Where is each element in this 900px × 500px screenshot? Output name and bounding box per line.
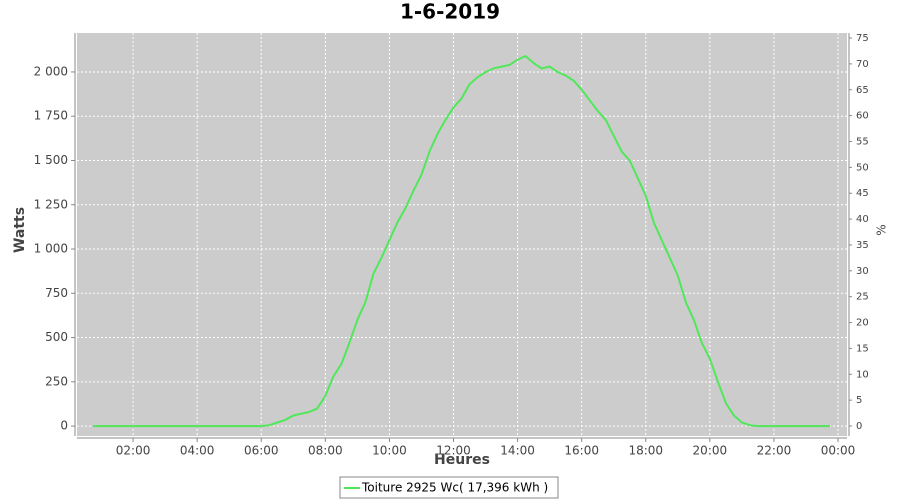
y2-tick-label: 40 xyxy=(856,214,869,225)
x-tick-label: 02:00 xyxy=(116,444,151,458)
y2-tick-label: 50 xyxy=(856,162,869,173)
y-tick-label: 2 000 xyxy=(34,64,68,78)
y2-tick-label: 30 xyxy=(856,266,869,277)
y2-tick-label: 10 xyxy=(856,369,869,380)
x-axis-label: Heures xyxy=(434,452,490,468)
x-tick-label: 08:00 xyxy=(308,444,343,458)
y-tick-label: 1 250 xyxy=(34,197,68,211)
y-tick-label: 0 xyxy=(60,419,68,433)
x-tick-label: 16:00 xyxy=(564,444,599,458)
data-line xyxy=(93,54,830,428)
y2-axis-label: % xyxy=(875,224,889,235)
legend-label: Toiture 2925 Wc( 17,396 kWh ) xyxy=(361,481,548,495)
y2-tick-label: 60 xyxy=(856,111,869,122)
y-tick-label: 1 500 xyxy=(34,153,68,167)
x-tick-label: 14:00 xyxy=(500,444,535,458)
x-tick-label: 00:00 xyxy=(821,444,856,458)
y2-tick-label: 65 xyxy=(856,85,869,96)
y2-tick-label: 75 xyxy=(856,33,869,44)
y2-tick-label: 45 xyxy=(856,188,869,199)
x-tick-label: 12:00 xyxy=(436,444,471,458)
x-tick-label: 10:00 xyxy=(372,444,407,458)
legend xyxy=(339,476,559,499)
y2-tick-label: 55 xyxy=(856,136,869,147)
y-tick-label: 1 000 xyxy=(34,242,68,256)
y-tick-label: 250 xyxy=(45,374,68,388)
x-tick-label: 20:00 xyxy=(693,444,728,458)
chart-title: 1-6-2019 xyxy=(400,0,500,24)
plot-area xyxy=(77,33,847,436)
x-tick-label: 04:00 xyxy=(180,444,215,458)
x-tick-label: 18:00 xyxy=(628,444,663,458)
y-tick-label: 750 xyxy=(45,286,68,300)
y2-tick-label: 5 xyxy=(856,395,862,406)
y2-tick-label: 0 xyxy=(856,421,862,432)
y2-tick-label: 20 xyxy=(856,318,869,329)
y2-tick-label: 25 xyxy=(856,292,869,303)
y2-tick-label: 70 xyxy=(856,59,869,70)
y-tick-label: 1 750 xyxy=(34,109,68,123)
y-tick-label: 500 xyxy=(45,330,68,344)
x-tick-label: 06:00 xyxy=(244,444,279,458)
y2-tick-label: 15 xyxy=(856,343,869,354)
x-tick-label: 22:00 xyxy=(757,444,792,458)
y-axis-label: Watts xyxy=(12,207,28,253)
y2-tick-label: 35 xyxy=(856,240,869,251)
